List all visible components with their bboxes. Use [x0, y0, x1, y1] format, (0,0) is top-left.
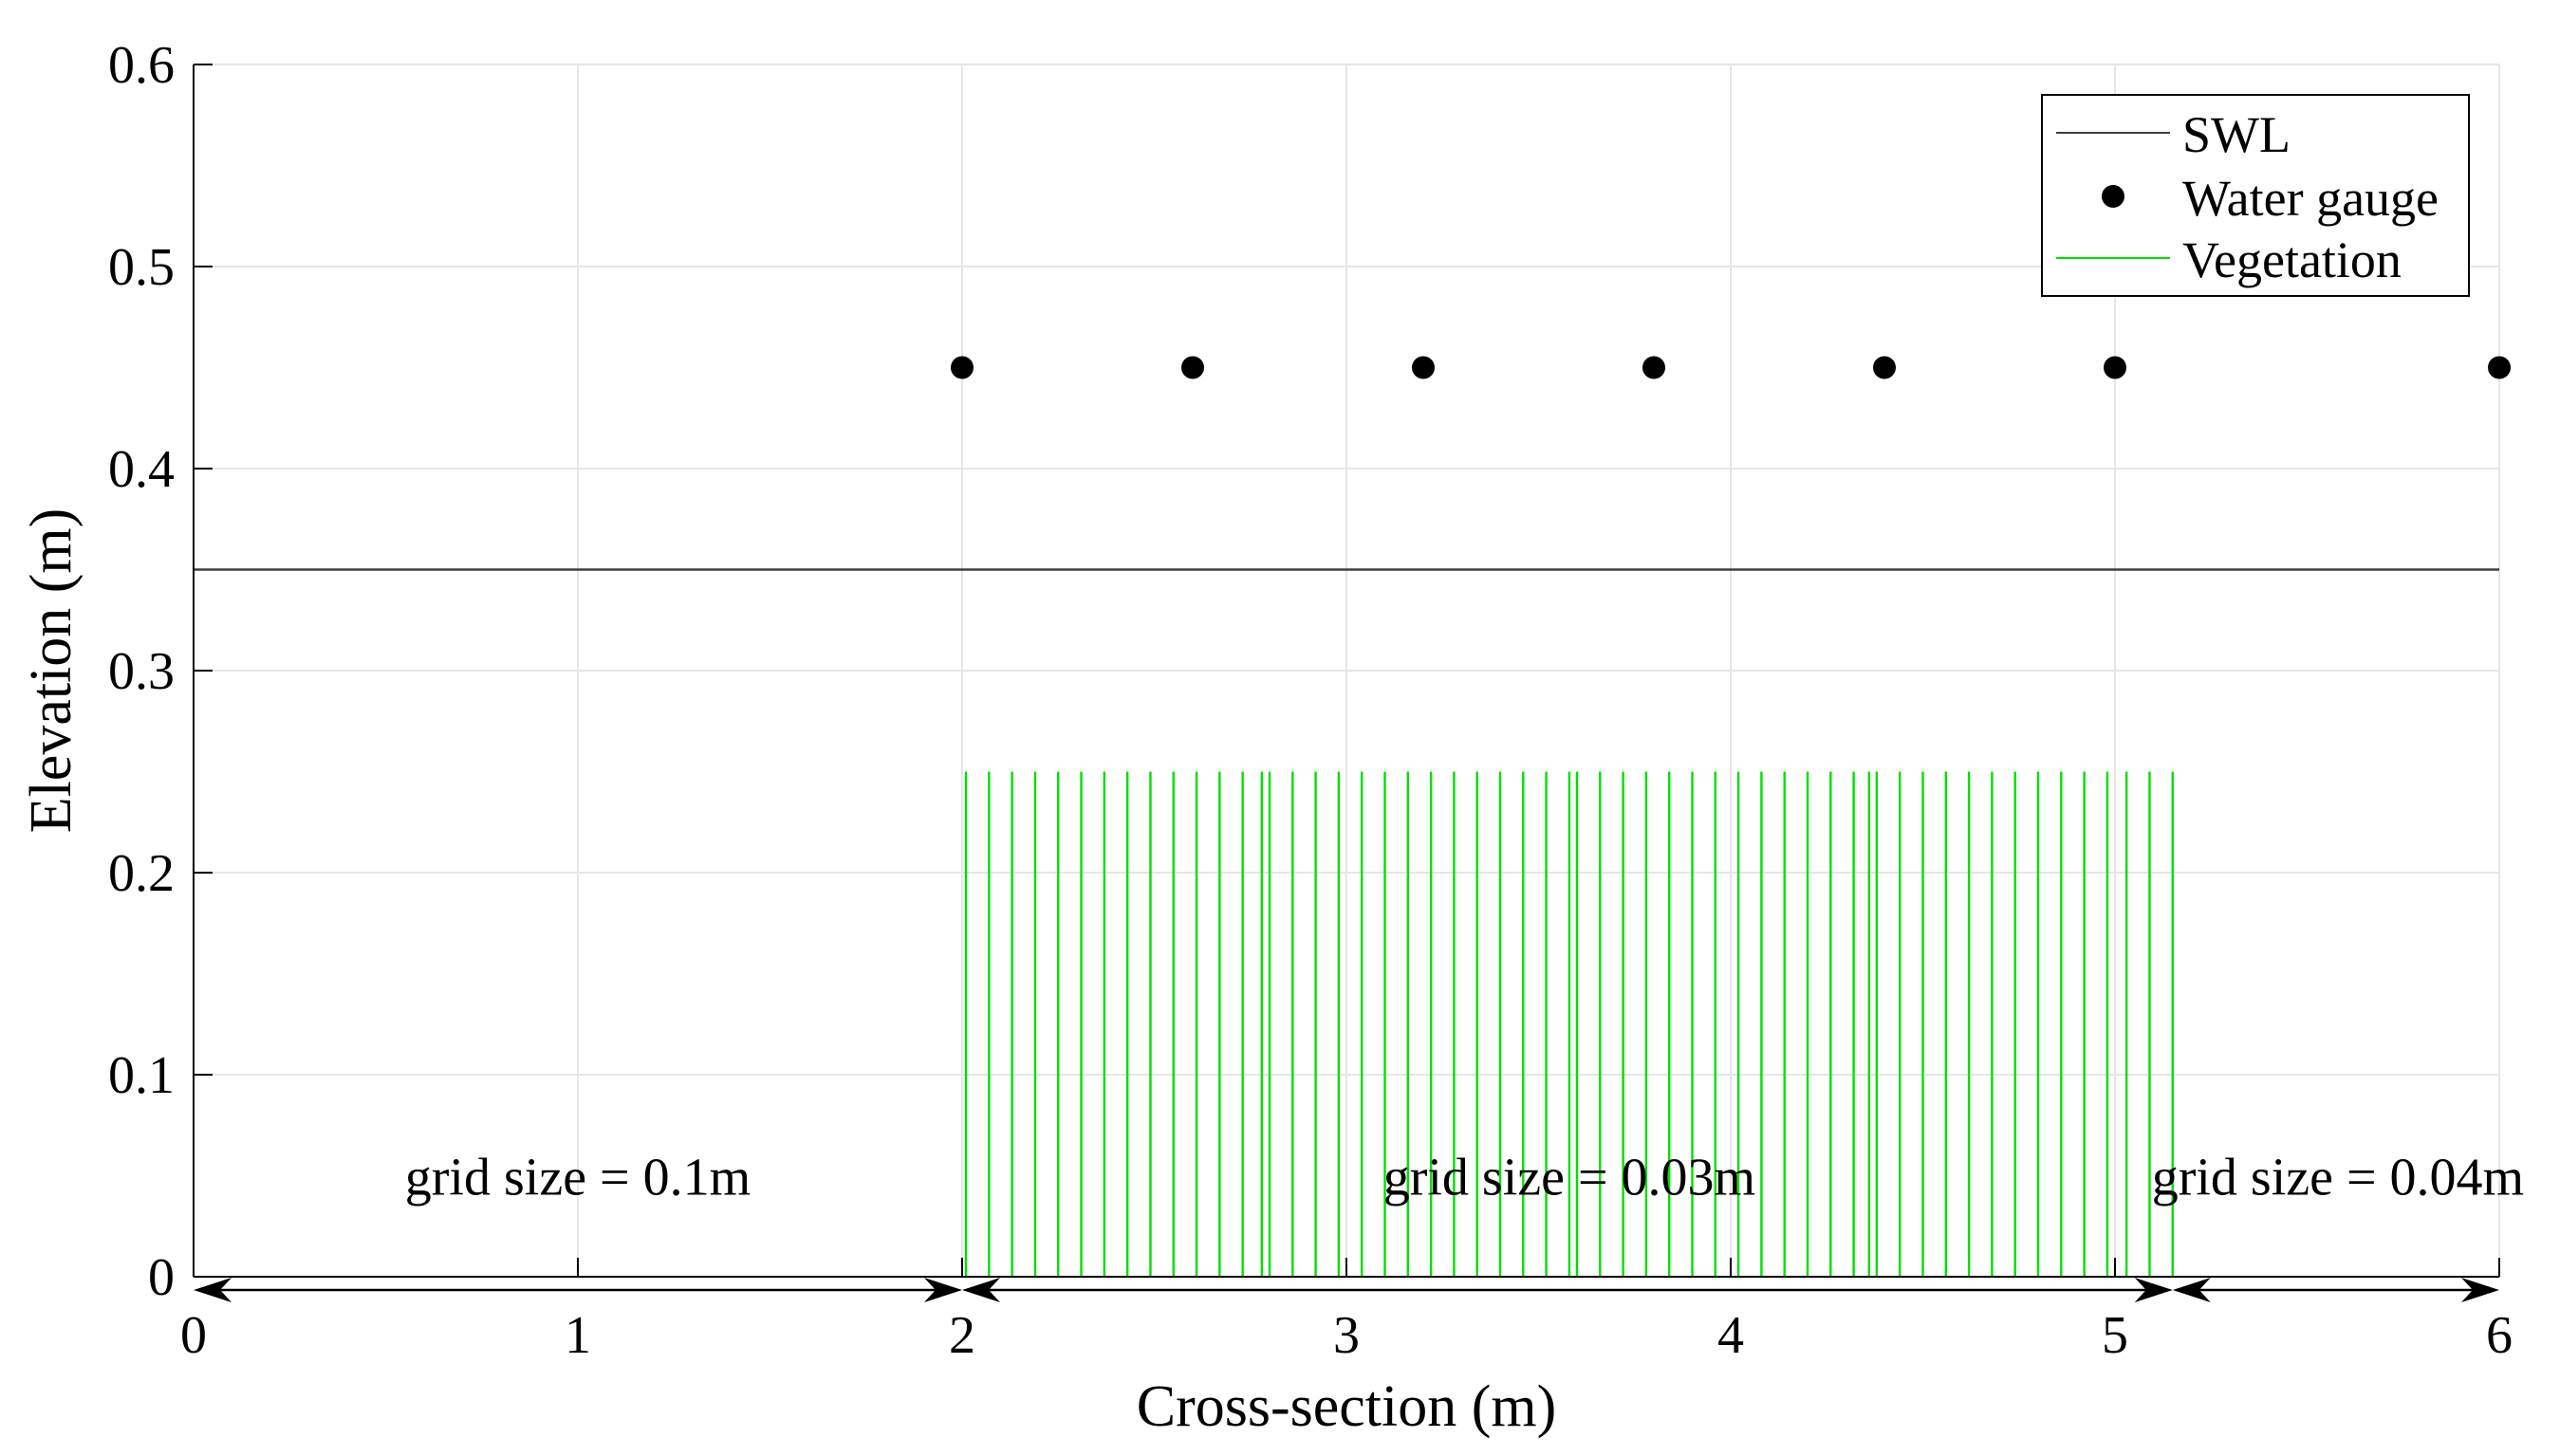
- region-arrow-head: [924, 1278, 962, 1302]
- x-tick-label: 0: [180, 1306, 207, 1365]
- region-arrow-head: [2172, 1278, 2211, 1302]
- x-tick-label: 2: [949, 1306, 975, 1365]
- water-gauge-point: [1873, 356, 1896, 379]
- axes: [193, 64, 2500, 1278]
- region-arrow-head: [2461, 1278, 2499, 1302]
- y-tick-label: 0.1: [108, 1046, 175, 1105]
- grid-size-annotation: grid size = 0.04m: [2152, 1149, 2524, 1207]
- y-tick-label: 0.2: [108, 844, 175, 903]
- legend-vegetation-label: Vegetation: [2182, 231, 2402, 288]
- x-tick-label: 1: [565, 1306, 591, 1365]
- y-axis-title: Elevation (m): [19, 508, 83, 834]
- water-gauge-point: [2104, 356, 2126, 379]
- region-arrow-head: [194, 1278, 232, 1302]
- tick-labels: 0 1 2 3 4 5 6 0 0.1 0.2 0.3 0.4 0.5 0.6: [108, 36, 2513, 1365]
- y-tick-label: 0.3: [108, 642, 175, 701]
- x-tick-label: 6: [2486, 1306, 2513, 1365]
- water-gauge-point: [1181, 356, 1204, 379]
- legend: SWL Water gauge Vegetation: [2041, 94, 2470, 297]
- legend-swl-label: SWL: [2182, 106, 2291, 163]
- x-tick-label: 3: [1333, 1306, 1360, 1365]
- y-tick-label: 0.5: [108, 238, 175, 297]
- vegetation-series: [964, 771, 2174, 1277]
- water-gauge-point: [1412, 356, 1435, 379]
- water-gauge-point: [951, 356, 974, 379]
- water-gauge-series: [951, 356, 2511, 379]
- x-tick-label: 5: [2102, 1306, 2128, 1365]
- y-tick-label: 0.4: [108, 440, 175, 499]
- region-arrow-head: [962, 1278, 1000, 1302]
- grid-size-annotation: grid size = 0.1m: [405, 1149, 751, 1207]
- y-tick-label: 0: [148, 1248, 175, 1307]
- water-gauge-point: [2488, 356, 2511, 379]
- x-tick-label: 4: [1717, 1306, 1744, 1365]
- grid-size-regions: grid size = 0.1m grid size = 0.03m grid si…: [194, 1149, 2524, 1302]
- region-arrow-head: [2134, 1278, 2173, 1302]
- x-axis-title: Cross-section (m): [1137, 1374, 1557, 1439]
- legend-gauge-swatch: [2102, 185, 2124, 208]
- grid-size-annotation: grid size = 0.03m: [1383, 1149, 1755, 1207]
- y-tick-label: 0.6: [108, 36, 175, 95]
- water-gauge-point: [1642, 356, 1665, 379]
- legend-water-gauge-label: Water gauge: [2182, 170, 2439, 227]
